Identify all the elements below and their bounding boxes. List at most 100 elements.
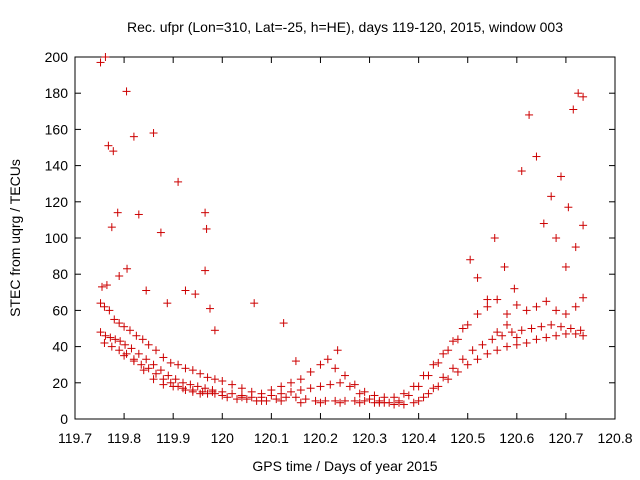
data-point: [532, 302, 541, 311]
y-tick-label: 20: [52, 375, 68, 391]
data-point: [571, 329, 580, 338]
data-point: [493, 295, 502, 304]
data-point: [306, 384, 315, 393]
data-point: [316, 360, 325, 369]
data-point: [132, 331, 141, 340]
data-point: [507, 328, 516, 337]
data-point: [360, 387, 369, 396]
data-point: [517, 326, 526, 335]
data-point: [107, 223, 116, 232]
data-point: [166, 358, 175, 367]
data-point: [228, 380, 237, 389]
data-point: [566, 324, 575, 333]
data-point: [576, 326, 585, 335]
data-point: [323, 355, 332, 364]
data-point: [409, 398, 418, 407]
data-point: [125, 326, 134, 335]
x-axis: 119.7 119.8 119.9 120 120.1 120.2 120.3 120.4 12…: [58, 57, 633, 446]
data-point: [101, 331, 110, 340]
data-point: [561, 262, 570, 271]
data-point: [144, 364, 153, 373]
data-point: [98, 282, 106, 291]
data-point: [277, 389, 286, 398]
y-tick-label: 140: [45, 158, 69, 174]
y-tick-label: 60: [52, 302, 68, 318]
data-point: [395, 398, 403, 407]
data-point: [500, 262, 509, 271]
data-point: [350, 396, 359, 405]
data-point: [287, 378, 295, 387]
data-point: [210, 326, 219, 335]
data-points: [96, 53, 588, 409]
data-point: [242, 395, 251, 404]
data-point: [498, 331, 507, 340]
y-tick-label: 0: [60, 411, 68, 427]
x-tick-label: 120.7: [548, 430, 583, 446]
data-point: [370, 391, 379, 400]
data-point: [186, 380, 195, 389]
data-point: [345, 382, 354, 391]
data-point: [116, 337, 125, 346]
data-point: [579, 331, 588, 340]
x-tick-label: 120.4: [401, 430, 436, 446]
data-point: [107, 342, 116, 351]
data-point: [142, 286, 151, 295]
data-point: [296, 398, 305, 407]
data-point: [434, 382, 443, 391]
data-point: [291, 357, 300, 366]
data-point: [355, 398, 364, 407]
data-point: [123, 264, 132, 273]
data-point: [311, 396, 320, 405]
data-point: [537, 322, 546, 331]
data-point: [206, 304, 214, 313]
data-point: [163, 299, 172, 308]
x-tick-label: 120.8: [597, 430, 632, 446]
data-point: [201, 208, 210, 217]
data-point: [316, 382, 325, 391]
data-point: [429, 360, 438, 369]
data-point: [181, 286, 190, 295]
data-point: [134, 210, 143, 219]
data-point: [149, 360, 158, 369]
data-point: [115, 346, 124, 355]
data-point: [478, 340, 487, 349]
data-point: [287, 387, 295, 396]
data-point: [193, 382, 202, 391]
data-point: [569, 105, 578, 114]
data-point: [96, 328, 105, 337]
data-point: [483, 349, 492, 358]
data-point: [453, 367, 462, 376]
data-point: [579, 92, 588, 101]
data-point: [547, 320, 556, 329]
data-point: [191, 290, 200, 299]
data-point: [444, 375, 453, 384]
data-point: [110, 315, 119, 324]
data-point: [149, 375, 158, 384]
data-point: [174, 177, 183, 186]
data-point: [458, 324, 467, 333]
data-point: [174, 360, 183, 369]
data-point: [159, 380, 168, 389]
data-point: [272, 395, 281, 404]
data-point: [196, 369, 205, 378]
data-point: [149, 129, 158, 138]
data-point: [267, 391, 276, 400]
data-point: [127, 344, 136, 353]
data-point: [517, 167, 526, 176]
data-point: [237, 393, 246, 402]
x-axis-label: GPS time / Days of year 2015: [252, 458, 437, 474]
x-tick-label: 120.5: [450, 430, 485, 446]
data-point: [503, 320, 511, 329]
data-point: [527, 324, 536, 333]
data-point: [571, 243, 580, 252]
y-tick-label: 200: [45, 49, 69, 65]
data-point: [493, 328, 502, 337]
data-point: [164, 371, 173, 380]
data-point: [434, 358, 443, 367]
data-point: [579, 293, 588, 302]
y-tick-label: 40: [52, 339, 68, 355]
data-point: [449, 337, 457, 346]
data-point: [468, 346, 477, 355]
data-point: [188, 386, 197, 395]
data-point: [341, 371, 349, 380]
